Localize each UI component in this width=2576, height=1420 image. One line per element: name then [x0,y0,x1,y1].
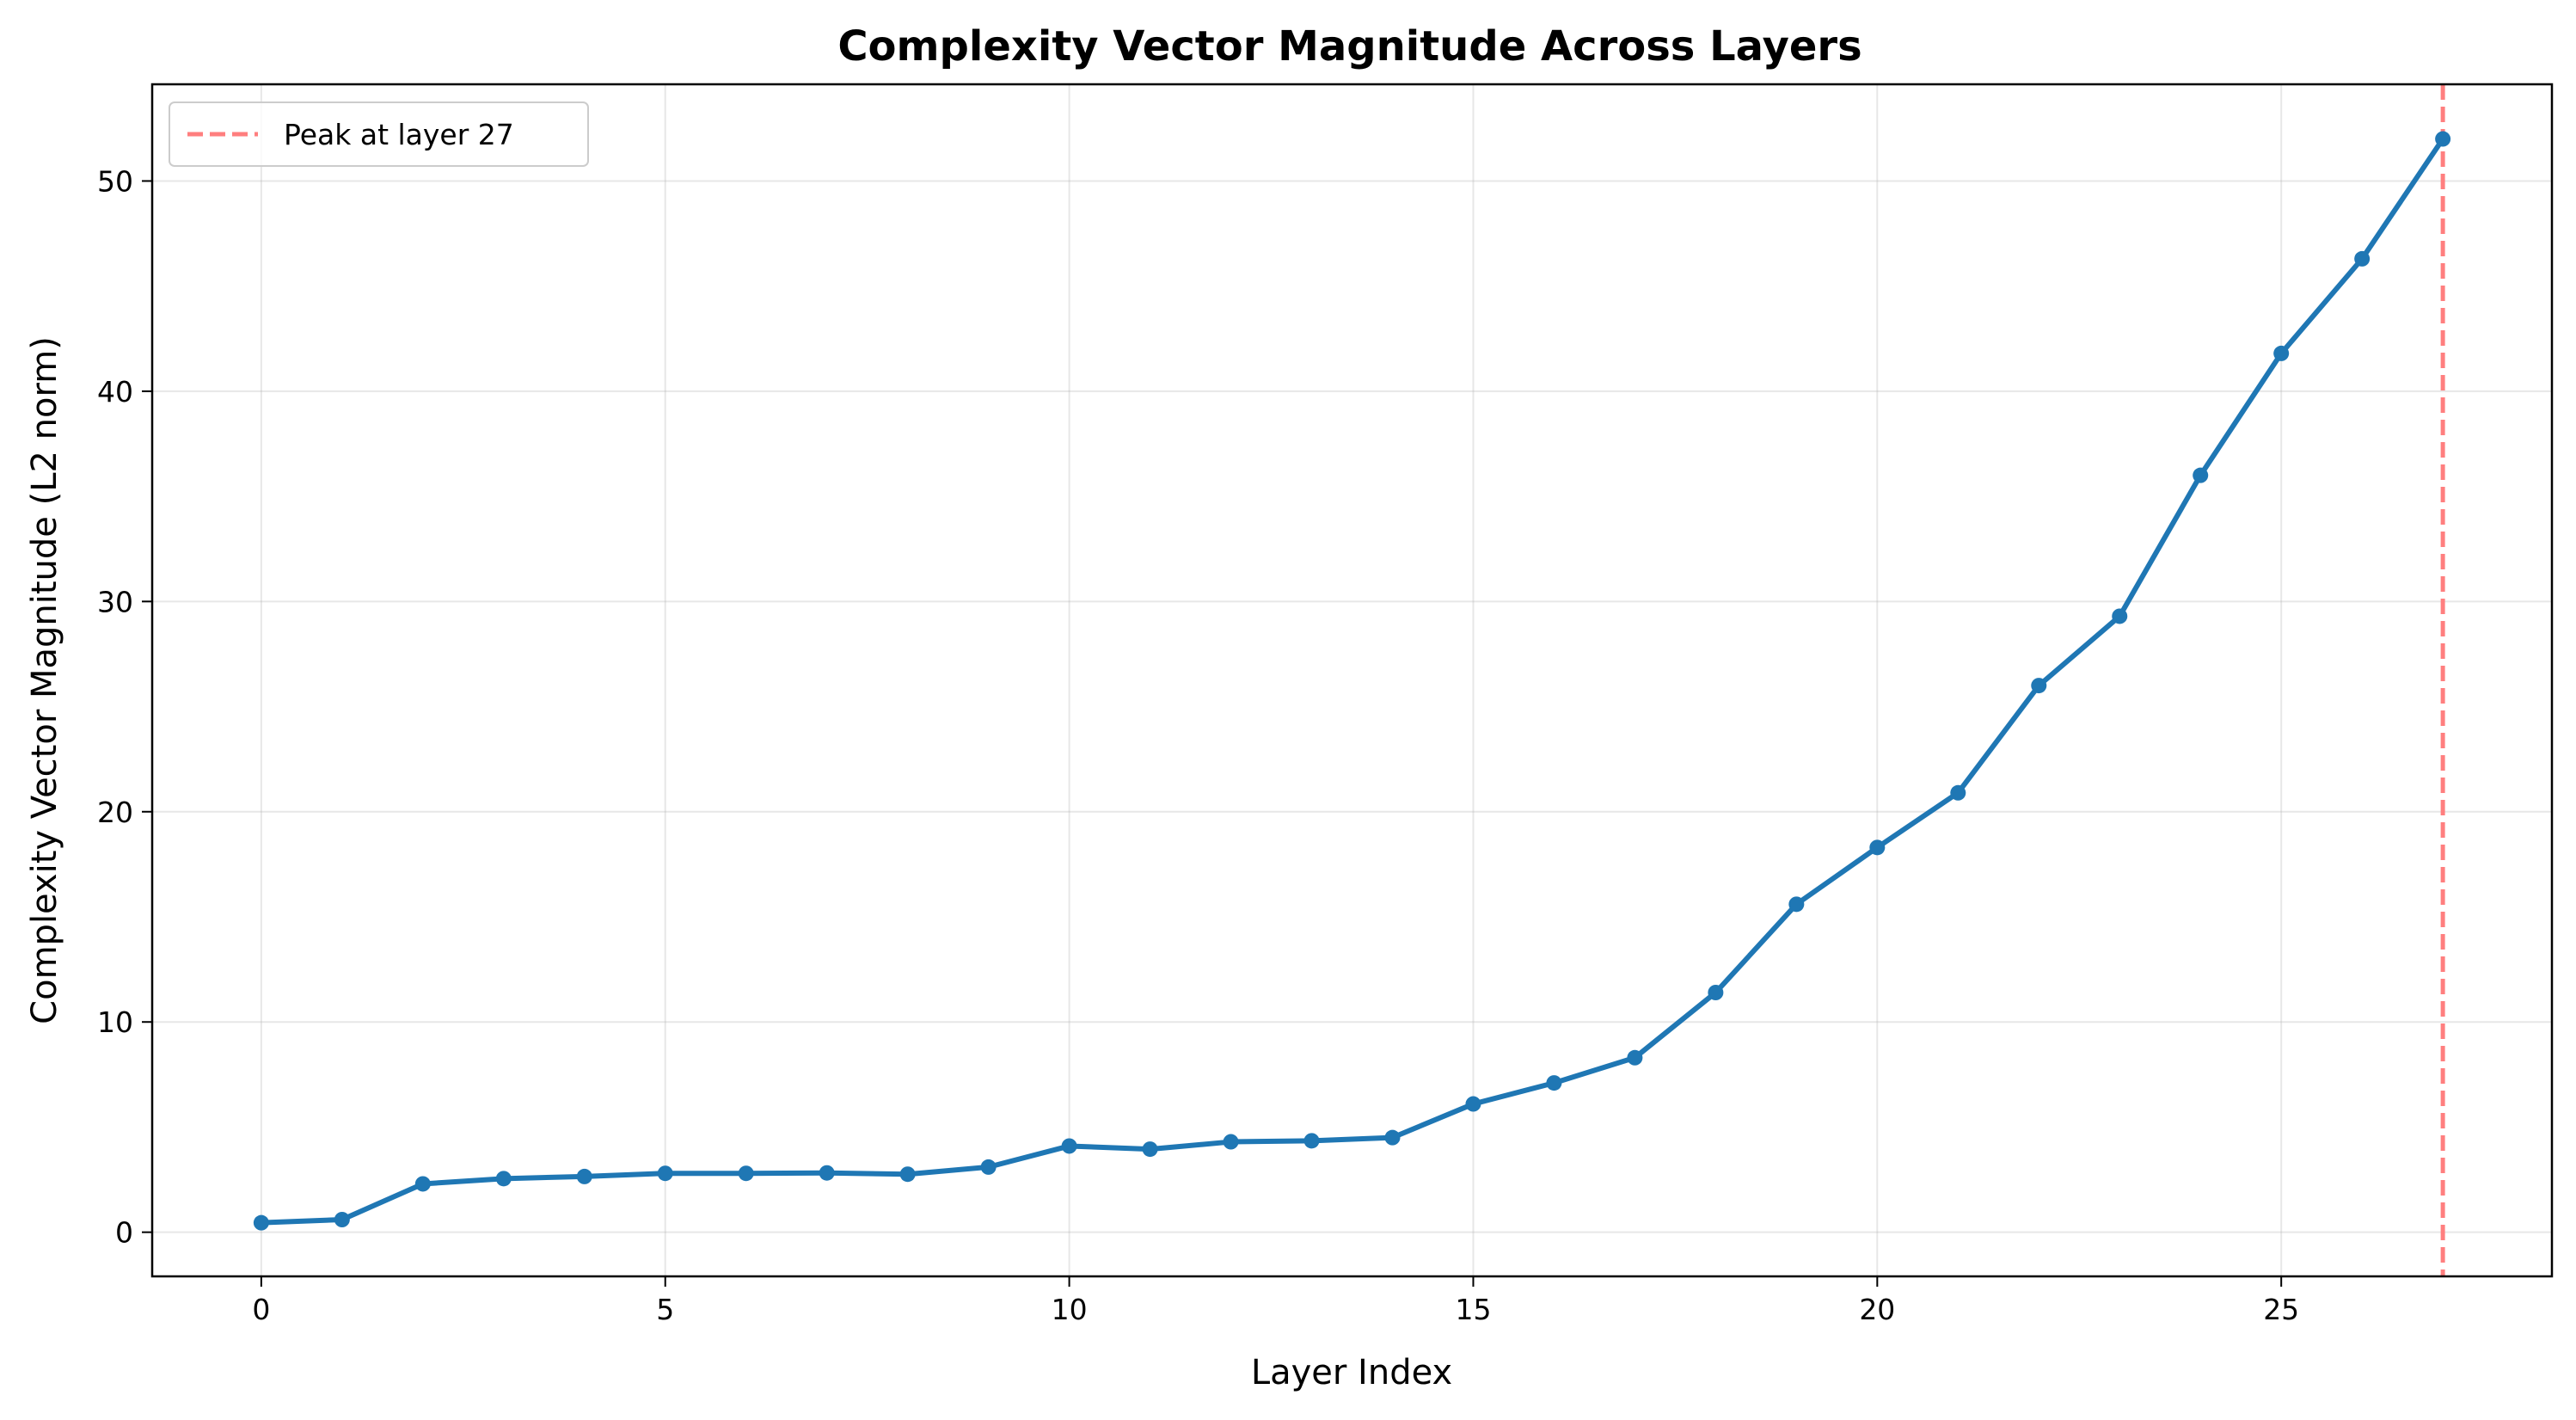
y-tick-label: 10 [97,1005,133,1039]
x-tick-label: 5 [656,1293,674,1326]
x-tick-label: 25 [2263,1293,2299,1326]
data-point [1142,1141,1158,1158]
data-point [1708,985,1724,1000]
data-point [2435,131,2451,147]
series-line [258,136,2446,1226]
data-point [1869,839,1886,856]
y-tick-label: 50 [97,164,133,198]
data-point [1303,1133,1320,1149]
data-point [1061,1138,1077,1154]
y-tick-label: 40 [97,375,133,409]
x-axis-label: Layer Index [1251,1353,1452,1392]
data-point [2112,608,2128,624]
y-tick-label: 20 [97,796,133,829]
data-point [1546,1075,1562,1091]
legend-box [169,101,589,167]
legend-label: Peak at layer 27 [284,118,514,151]
x-tick-label: 0 [252,1293,270,1326]
data-point [2354,250,2371,267]
y-tick-label: 0 [115,1216,133,1250]
data-point [1384,1129,1401,1146]
data-series [253,131,2451,1231]
data-point [1788,896,1805,913]
x-tick-label: 15 [1455,1293,1491,1326]
grid-lines [152,84,2552,1276]
y-axis-ticks: 0 10 20 30 40 50 [97,164,152,1250]
x-tick-label: 10 [1052,1293,1088,1326]
y-axis-label: Complexity Vector Magnitude (L2 norm) [25,336,64,1024]
data-point [334,1212,350,1227]
data-point [738,1165,754,1182]
data-point [2193,467,2209,483]
data-point [1627,1049,1643,1066]
y-tick-label: 30 [97,585,133,618]
data-point [495,1171,512,1187]
data-point [657,1165,673,1182]
data-point [2273,345,2290,361]
data-point [2031,678,2047,694]
legend: Peak at layer 27 [169,101,589,167]
x-axis-ticks: 0 5 10 15 20 25 [252,1276,2299,1326]
data-point [899,1166,916,1183]
data-point [414,1176,431,1192]
data-point [1223,1134,1239,1150]
chart-title: Complexity Vector Magnitude Across Layer… [837,22,1861,71]
data-point [1465,1096,1481,1112]
data-point [980,1159,997,1175]
data-point [819,1165,835,1181]
x-tick-label: 20 [1859,1293,1895,1326]
data-point [253,1214,269,1231]
plot-frame [150,83,2554,1278]
data-point [576,1168,592,1184]
data-point [1950,784,1966,801]
